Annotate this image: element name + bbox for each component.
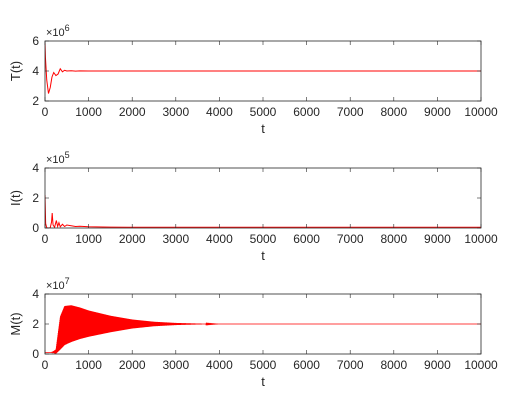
x-tick-label: 7000 bbox=[337, 232, 364, 246]
x-tick-label: 2000 bbox=[119, 358, 146, 372]
x-tick-label: 5000 bbox=[250, 232, 277, 246]
subplot-2: 0 1000 2000 3000 4000 5000 6000 7000 8000 9000 100… bbox=[8, 150, 498, 263]
y-exponent-label: ×105 bbox=[46, 150, 70, 166]
x-tick-label: 6000 bbox=[293, 105, 320, 119]
x-tick-label: 2000 bbox=[119, 232, 146, 246]
x-tick-label: 8000 bbox=[380, 105, 407, 119]
x-tick-label: 8000 bbox=[380, 358, 407, 372]
y-exponent-label: ×107 bbox=[46, 276, 70, 292]
x-tick-label: 1000 bbox=[75, 358, 102, 372]
exponent-power: 5 bbox=[65, 150, 70, 160]
exponent-base: ×10 bbox=[46, 280, 65, 292]
x-tick-label: 10000 bbox=[464, 105, 498, 119]
y-tick-label: 2 bbox=[32, 317, 39, 331]
series-line bbox=[45, 305, 481, 354]
subplots: 0 1000 2000 3000 4000 5000 6000 7000 8000 9000 100… bbox=[8, 23, 498, 389]
subplot-1: 0 1000 2000 3000 4000 5000 6000 7000 8000 9000 100… bbox=[8, 23, 498, 136]
x-tick-label: 7000 bbox=[337, 358, 364, 372]
x-tick-label: 9000 bbox=[424, 358, 451, 372]
x-tick-label: 10000 bbox=[464, 232, 498, 246]
y-axis-label: T(t) bbox=[8, 61, 23, 81]
x-tick-label: 5000 bbox=[250, 105, 277, 119]
y-tick-label: 0 bbox=[32, 221, 39, 235]
y-axis-label: M(t) bbox=[8, 312, 23, 335]
x-axis-label: t bbox=[261, 374, 265, 389]
x-tick-label: 8000 bbox=[380, 232, 407, 246]
x-tick-label: 2000 bbox=[119, 105, 146, 119]
y-tick-label: 4 bbox=[32, 287, 39, 301]
x-tick-label: 9000 bbox=[424, 232, 451, 246]
exponent-power: 7 bbox=[65, 276, 70, 286]
x-tick-label: 1000 bbox=[75, 232, 102, 246]
x-tick-label: 6000 bbox=[293, 358, 320, 372]
y-tick-label: 2 bbox=[32, 191, 39, 205]
x-tick-label: 4000 bbox=[206, 358, 233, 372]
subplot-3: 0 1000 2000 3000 4000 5000 6000 7000 8000 9000 100… bbox=[8, 276, 498, 389]
x-axis-label: t bbox=[261, 248, 265, 263]
y-tick-label: 4 bbox=[32, 64, 39, 78]
y-tick-label: 4 bbox=[32, 161, 39, 175]
x-tick-label: 0 bbox=[42, 358, 49, 372]
y-exponent-label: ×106 bbox=[46, 23, 70, 39]
y-tick-label: 6 bbox=[32, 34, 39, 48]
exponent-base: ×10 bbox=[46, 27, 65, 39]
series-line bbox=[45, 42, 481, 94]
x-tick-label: 3000 bbox=[162, 105, 189, 119]
x-tick-label: 0 bbox=[42, 232, 49, 246]
x-tick-label: 3000 bbox=[162, 358, 189, 372]
x-tick-label: 3000 bbox=[162, 232, 189, 246]
x-tick-label: 4000 bbox=[206, 232, 233, 246]
x-tick-label: 10000 bbox=[464, 358, 498, 372]
y-tick-label: 0 bbox=[32, 347, 39, 361]
x-tick-label: 4000 bbox=[206, 105, 233, 119]
x-tick-label: 5000 bbox=[250, 358, 277, 372]
y-tick-label: 2 bbox=[32, 94, 39, 108]
x-tick-label: 1000 bbox=[75, 105, 102, 119]
x-tick-label: 6000 bbox=[293, 232, 320, 246]
y-axis-label: I(t) bbox=[8, 190, 23, 206]
exponent-base: ×10 bbox=[46, 154, 65, 166]
x-tick-label: 7000 bbox=[337, 105, 364, 119]
x-axis-label: t bbox=[261, 121, 265, 136]
x-tick-label: 9000 bbox=[424, 105, 451, 119]
x-tick-label: 0 bbox=[42, 105, 49, 119]
exponent-power: 6 bbox=[65, 23, 70, 33]
